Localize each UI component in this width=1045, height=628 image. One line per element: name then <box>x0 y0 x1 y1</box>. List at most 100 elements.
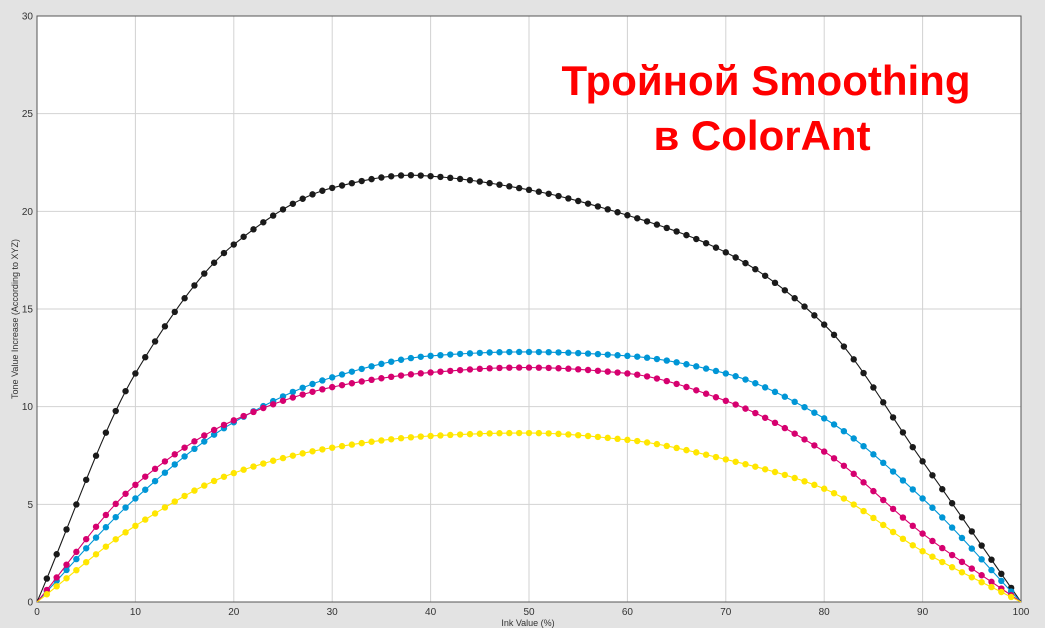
data-point <box>968 565 975 572</box>
data-point <box>968 528 975 535</box>
data-point <box>132 481 139 488</box>
data-point <box>575 349 582 357</box>
data-point <box>240 233 247 240</box>
data-point <box>388 358 395 365</box>
data-point <box>506 348 513 356</box>
data-point <box>830 331 838 339</box>
y-tick-label: 15 <box>22 305 34 316</box>
x-tick-label: 80 <box>819 607 831 618</box>
data-point <box>181 444 188 451</box>
data-point <box>329 444 336 451</box>
data-point <box>299 384 306 391</box>
data-point <box>978 578 985 586</box>
data-point <box>604 206 611 213</box>
data-point <box>191 487 198 494</box>
data-point <box>63 575 70 582</box>
data-point <box>663 224 670 232</box>
data-point <box>368 175 375 183</box>
data-point <box>978 572 985 579</box>
title-line-2: в ColorAnt <box>653 112 870 159</box>
data-point <box>732 458 739 465</box>
data-point <box>811 409 818 416</box>
data-point <box>958 569 966 576</box>
data-point <box>92 551 100 558</box>
data-point <box>466 350 474 357</box>
data-point <box>43 575 51 582</box>
data-point <box>525 429 533 437</box>
data-point <box>230 241 237 248</box>
data-point <box>634 437 641 445</box>
data-point <box>653 440 661 448</box>
data-point <box>870 384 877 391</box>
data-point <box>142 486 149 493</box>
data-point <box>673 380 680 388</box>
axes: 0 10 20 30 40 50 60 70 80 90 100 0 5 10 15 20 25 30 Ink Va… <box>10 12 1030 628</box>
data-point <box>683 383 690 391</box>
data-point <box>722 456 729 463</box>
data-point <box>742 376 749 383</box>
data-point <box>565 195 572 202</box>
data-point <box>771 279 779 286</box>
data-point <box>939 558 946 566</box>
data-point <box>614 209 621 216</box>
data-point <box>397 172 405 179</box>
data-point <box>624 436 631 444</box>
data-point <box>496 181 503 188</box>
data-point <box>939 514 946 521</box>
data-point <box>722 397 729 405</box>
data-point <box>456 175 464 183</box>
data-point <box>643 373 651 380</box>
y-tick-label: 10 <box>22 402 34 413</box>
data-point <box>771 419 779 427</box>
data-point <box>279 393 287 400</box>
data-point <box>555 365 562 372</box>
data-point <box>840 343 848 350</box>
data-point <box>535 188 543 195</box>
data-point <box>555 192 562 200</box>
data-point <box>210 431 218 438</box>
data-point <box>338 371 346 378</box>
data-point <box>171 308 178 316</box>
data-point <box>801 403 808 411</box>
data-point <box>555 349 562 356</box>
data-point <box>447 431 454 439</box>
data-point <box>368 438 375 445</box>
data-point <box>122 529 129 536</box>
data-point <box>988 556 995 563</box>
data-point <box>791 398 798 406</box>
data-point <box>378 360 385 368</box>
data-point <box>102 524 110 531</box>
data-point <box>771 468 779 476</box>
data-point <box>781 287 789 294</box>
data-point <box>830 489 838 497</box>
data-point <box>329 184 336 192</box>
data-point <box>575 197 582 205</box>
data-point <box>417 433 424 440</box>
y-tick-label: 30 <box>22 12 34 23</box>
data-point <box>575 366 582 373</box>
data-point <box>594 367 602 374</box>
data-point <box>565 431 572 438</box>
data-point <box>988 566 995 574</box>
data-point <box>988 578 995 586</box>
data-point <box>604 368 611 375</box>
data-point <box>319 187 326 194</box>
data-point <box>702 390 710 397</box>
data-point <box>496 430 503 437</box>
data-point <box>338 182 346 189</box>
data-point <box>92 534 100 541</box>
data-point <box>712 394 720 401</box>
data-point <box>427 432 434 440</box>
data-point <box>83 545 90 552</box>
data-point <box>889 468 897 475</box>
data-point <box>142 473 149 480</box>
data-point <box>279 454 287 462</box>
data-point <box>279 397 287 404</box>
y-tick-label: 0 <box>27 598 33 609</box>
data-point <box>378 437 385 444</box>
y-tick-label: 25 <box>22 109 34 120</box>
data-point <box>171 498 178 505</box>
data-point <box>880 459 887 467</box>
data-point <box>939 544 946 552</box>
data-point <box>998 570 1005 578</box>
